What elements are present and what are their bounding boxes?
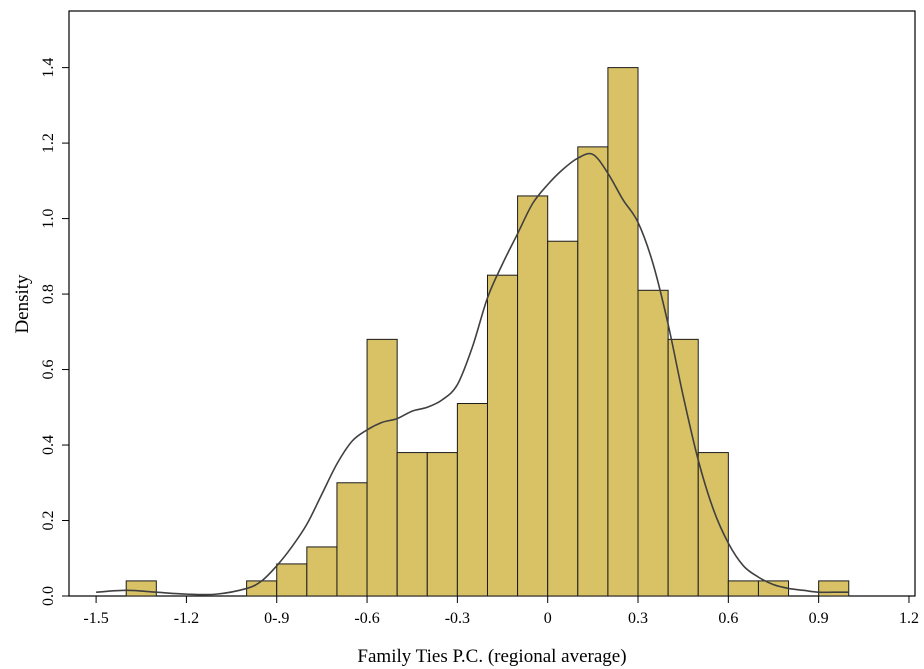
x-tick-label: 0.6 xyxy=(718,610,738,627)
histogram-bar xyxy=(426,452,458,597)
density-curve xyxy=(96,152,849,596)
histogram-bar xyxy=(547,240,579,597)
histogram-bar xyxy=(607,67,639,597)
x-tick-label: 1.2 xyxy=(899,610,919,627)
x-tick-label: -0.6 xyxy=(354,610,379,627)
y-tick-label: 1.0 xyxy=(40,209,57,229)
histogram-bar xyxy=(366,338,398,597)
histogram-bar xyxy=(336,482,368,597)
histogram-bar xyxy=(697,452,729,597)
y-tick-label: 0.6 xyxy=(40,360,57,380)
histogram-bar xyxy=(276,563,308,597)
x-tick-label: -1.5 xyxy=(83,610,108,627)
y-axis: 0.0 0.2 0.4 0.6 0.8 1.0 1.2 1.4 xyxy=(40,58,69,606)
x-axis-title: Family Ties P.C. (regional average) xyxy=(357,646,626,667)
y-tick-label: 1.2 xyxy=(40,133,57,153)
histogram-bar xyxy=(125,580,157,597)
histogram-bar xyxy=(727,580,759,597)
histogram-bars xyxy=(125,67,850,597)
x-tick-label: -1.2 xyxy=(174,610,199,627)
histogram-bar xyxy=(306,546,338,597)
histogram-bar xyxy=(637,289,669,597)
y-tick-label: 0.2 xyxy=(40,511,57,531)
histogram-bar xyxy=(486,274,519,597)
histogram-bar xyxy=(396,452,428,597)
x-tick-label: -0.3 xyxy=(445,610,470,627)
histogram-bar xyxy=(456,403,488,597)
x-tick-label: 0.3 xyxy=(628,610,648,627)
histogram-bar xyxy=(818,580,850,597)
histogram-bar xyxy=(246,580,278,597)
y-tick-label: 0.4 xyxy=(40,435,57,455)
histogram-bar xyxy=(517,195,549,597)
x-tick-label: 0-.9 xyxy=(264,610,289,627)
y-tick-label: 1.4 xyxy=(40,58,57,78)
histogram-bar xyxy=(577,146,609,597)
y-tick-label: 0.8 xyxy=(40,284,57,304)
y-axis-title: Density xyxy=(12,274,33,334)
x-axis: -1.5 -1.2 0-.9 -0.6 -0.3 0 0.3 0.6 0.9 1.2 xyxy=(83,596,919,627)
histogram-bar xyxy=(667,338,699,597)
x-tick-label: 0.9 xyxy=(809,610,829,627)
x-tick-label: 0 xyxy=(544,610,552,627)
y-tick-label: 0.0 xyxy=(40,586,57,606)
histogram-bar xyxy=(757,580,790,597)
